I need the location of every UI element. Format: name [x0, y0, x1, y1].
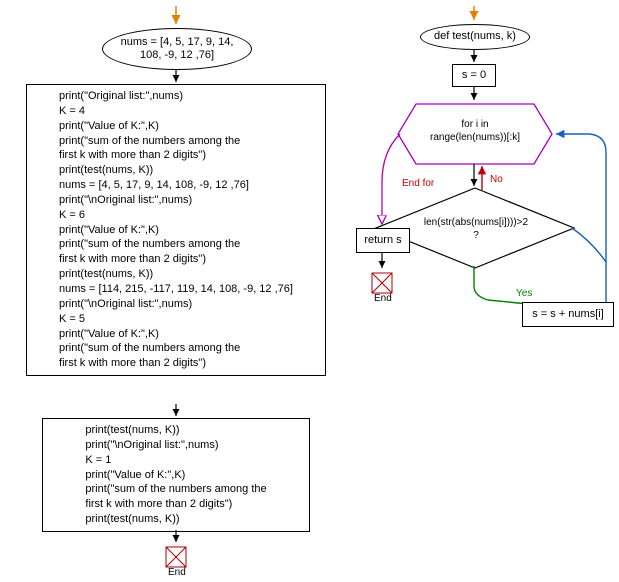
arrow-right-entry	[468, 6, 488, 26]
code-block-1: print("Original list:",nums) K = 4 print…	[26, 84, 326, 376]
start-ellipse: nums = [4, 5, 17, 9, 14, 108, -9, 12 ,76…	[102, 28, 252, 70]
no-label: No	[490, 174, 503, 185]
endfor-label: End for	[402, 178, 434, 189]
loop-label: for i in range(len(nums))[:k]	[425, 118, 525, 144]
return-box: return s	[356, 228, 410, 253]
assign-label: s = s + nums[i]	[532, 307, 604, 322]
def-label: def test(nums, k)	[434, 30, 516, 43]
code-block-2: print(test(nums, K)) print("\nOriginal l…	[42, 418, 310, 532]
cond-label: len(str(abs(nums[i])))>2 ?	[396, 216, 556, 242]
assign-sum: s = s + nums[i]	[522, 302, 614, 327]
end-right-icon	[371, 272, 393, 294]
code-block-1-text: print("Original list:",nums) K = 4 print…	[59, 89, 293, 371]
code-block-2-text: print(test(nums, K)) print("\nOriginal l…	[85, 423, 266, 527]
end-left-label: End	[168, 567, 186, 578]
init-assign: s = 0	[452, 64, 496, 87]
arrow-init-to-loop	[468, 86, 488, 106]
yes-label: Yes	[516, 288, 532, 299]
end-left-icon	[165, 546, 187, 568]
def-ellipse: def test(nums, k)	[420, 24, 530, 50]
return-label: return s	[364, 233, 401, 248]
start-label: nums = [4, 5, 17, 9, 14, 108, -9, 12 ,76…	[113, 36, 241, 62]
end-right-label: End	[374, 293, 392, 304]
init-label: s = 0	[462, 68, 486, 83]
arrow-left-entry	[170, 6, 190, 30]
